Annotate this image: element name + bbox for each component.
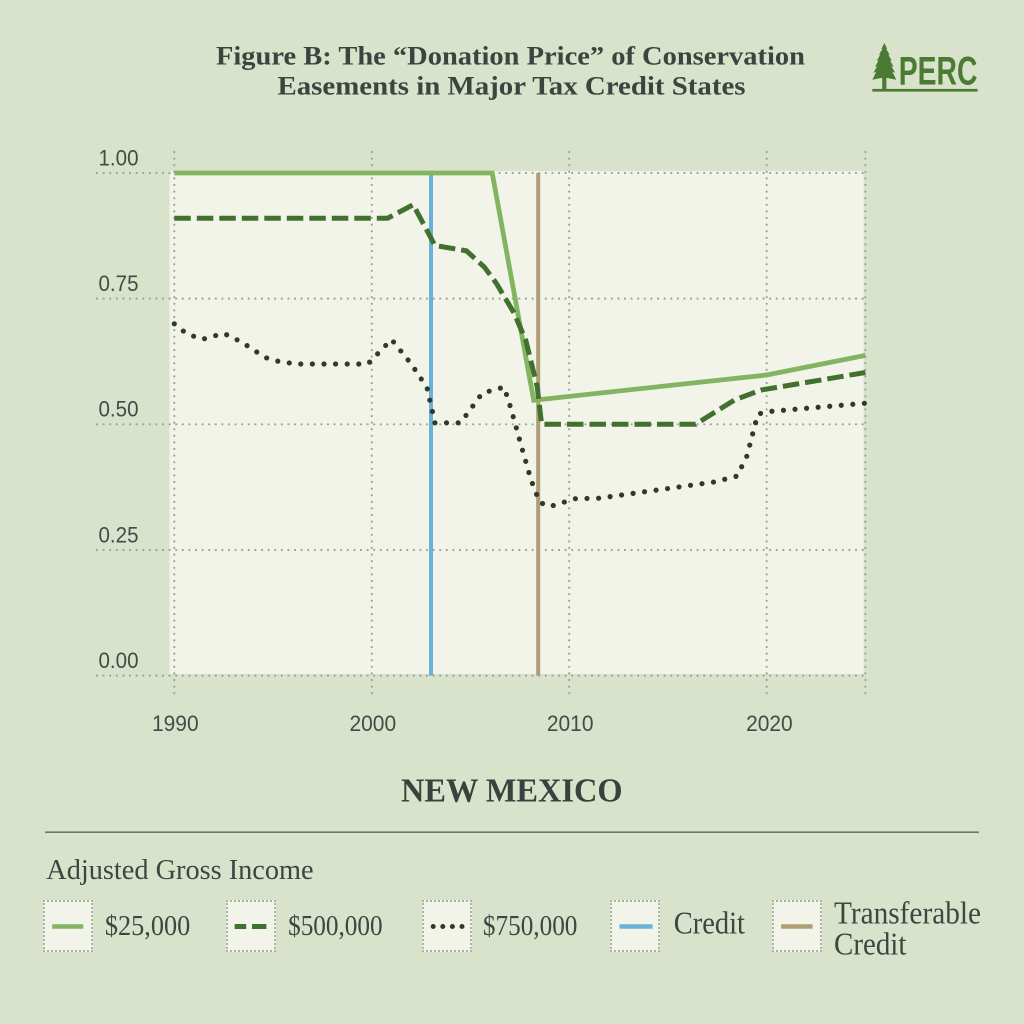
svg-text:Figure B: The “Donation Price”: Figure B: The “Donation Price” of Conser… [216,41,805,71]
svg-text:Credit: Credit [674,906,746,941]
svg-text:PERC: PERC [899,50,978,94]
svg-text:Easements in Major Tax Credit: Easements in Major Tax Credit States [278,71,746,101]
svg-text:$25,000: $25,000 [105,911,190,942]
svg-text:1990: 1990 [152,711,199,736]
svg-text:2020: 2020 [746,711,793,736]
svg-text:2010: 2010 [547,711,594,736]
svg-text:Adjusted Gross Income: Adjusted Gross Income [46,855,313,886]
svg-text:0.25: 0.25 [99,522,139,547]
svg-text:2000: 2000 [350,711,397,736]
svg-text:$500,000: $500,000 [288,911,383,942]
svg-text:0.75: 0.75 [99,271,139,296]
svg-text:1.00: 1.00 [99,145,139,170]
svg-text:NEW MEXICO: NEW MEXICO [401,773,623,810]
svg-text:Credit: Credit [834,927,907,962]
svg-text:Transferable: Transferable [834,896,981,931]
svg-text:0.00: 0.00 [99,648,139,673]
svg-text:0.50: 0.50 [99,397,139,422]
svg-text:$750,000: $750,000 [483,911,578,942]
